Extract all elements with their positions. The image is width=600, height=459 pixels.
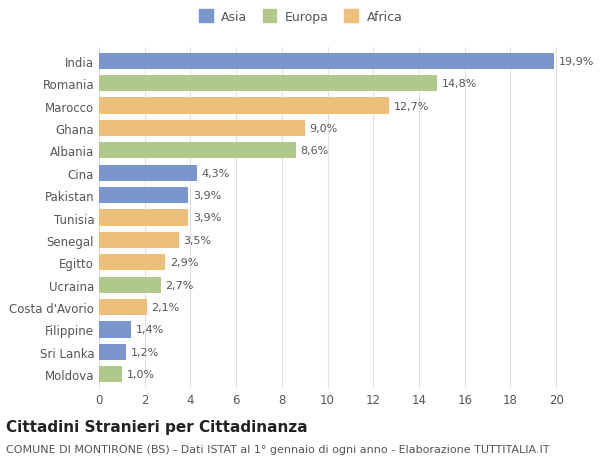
Text: 2,1%: 2,1% xyxy=(152,302,180,313)
Text: 2,9%: 2,9% xyxy=(170,257,198,268)
Legend: Asia, Europa, Africa: Asia, Europa, Africa xyxy=(195,7,406,28)
Text: 1,4%: 1,4% xyxy=(136,325,164,335)
Text: 12,7%: 12,7% xyxy=(394,101,429,111)
Text: 3,9%: 3,9% xyxy=(193,213,221,223)
Text: 4,3%: 4,3% xyxy=(202,168,230,179)
Bar xyxy=(99,188,188,204)
Bar xyxy=(99,277,161,293)
Text: COMUNE DI MONTIRONE (BS) - Dati ISTAT al 1° gennaio di ogni anno - Elaborazione : COMUNE DI MONTIRONE (BS) - Dati ISTAT al… xyxy=(6,444,550,454)
Text: 9,0%: 9,0% xyxy=(309,123,338,134)
Bar xyxy=(99,344,127,360)
Text: 3,9%: 3,9% xyxy=(193,190,221,201)
Text: 2,7%: 2,7% xyxy=(165,280,194,290)
Bar xyxy=(99,322,131,338)
Text: 3,5%: 3,5% xyxy=(184,235,212,246)
Bar xyxy=(99,165,197,181)
Bar xyxy=(99,232,179,248)
Bar xyxy=(99,255,165,271)
Bar xyxy=(99,143,296,159)
Bar xyxy=(99,210,188,226)
Bar xyxy=(99,98,389,114)
Text: 8,6%: 8,6% xyxy=(300,146,328,156)
Bar xyxy=(99,121,305,137)
Bar xyxy=(99,366,122,382)
Bar xyxy=(99,54,554,70)
Text: 19,9%: 19,9% xyxy=(559,56,594,67)
Bar xyxy=(99,76,437,92)
Bar xyxy=(99,299,147,315)
Text: Cittadini Stranieri per Cittadinanza: Cittadini Stranieri per Cittadinanza xyxy=(6,419,308,434)
Text: 1,2%: 1,2% xyxy=(131,347,159,357)
Text: 1,0%: 1,0% xyxy=(127,369,155,380)
Text: 14,8%: 14,8% xyxy=(442,79,477,89)
